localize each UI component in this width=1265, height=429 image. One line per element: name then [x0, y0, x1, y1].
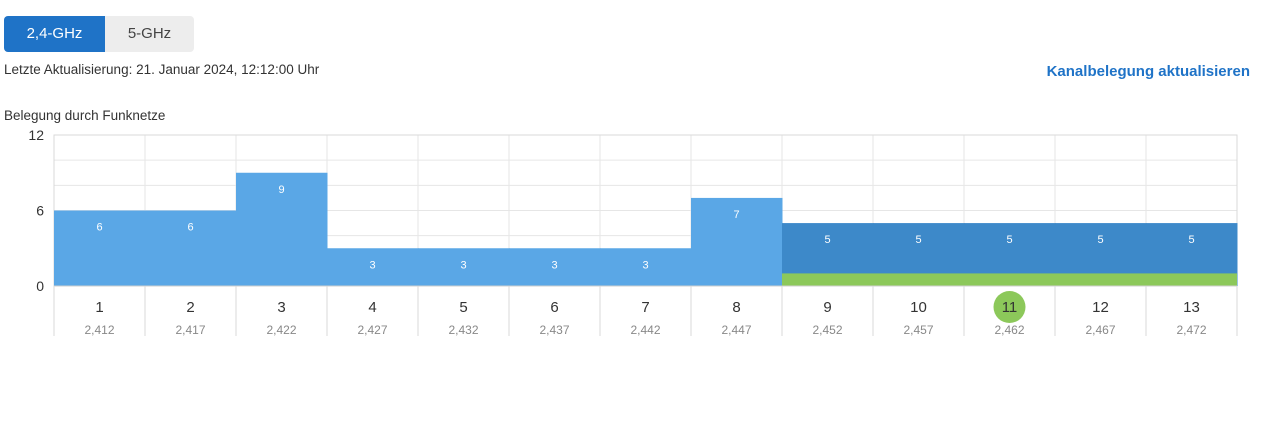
y-tick-label: 0 — [36, 278, 44, 294]
bar-value-label: 5 — [915, 234, 921, 246]
x-tick-label: 4 — [368, 299, 376, 316]
x-tick-frequency-label: 2,442 — [630, 323, 660, 337]
x-tick-label: 1 — [95, 299, 103, 316]
x-tick-label: 8 — [732, 299, 740, 316]
bar-value-label: 5 — [1097, 234, 1103, 246]
bar-value-label: 7 — [733, 209, 739, 221]
selected-channel-marker — [993, 291, 1026, 323]
x-tick-frequency-label: 2,427 — [357, 323, 387, 337]
bar-channel-3 — [236, 172, 328, 286]
x-tick-label: 12 — [1092, 299, 1109, 316]
x-tick-frequency-label: 2,447 — [721, 323, 751, 337]
refresh-channel-usage-link[interactable]: Kanalbelegung aktualisieren — [1046, 63, 1250, 80]
x-tick-label: 2 — [186, 299, 194, 316]
bar-value-label: 9 — [278, 184, 284, 196]
tab-2-4-ghz[interactable]: 2,4-GHz — [4, 16, 105, 52]
chart-title: Belegung durch Funknetze — [4, 108, 166, 123]
x-tick-frequency-label: 2,467 — [1085, 323, 1115, 337]
last-update-text: Letzte Aktualisierung: 21. Januar 2024, … — [4, 62, 320, 77]
bar-channel-7 — [600, 248, 692, 286]
bar-value-label: 5 — [1006, 234, 1012, 246]
x-tick-label: 7 — [641, 299, 649, 316]
bar-channel-5 — [418, 248, 510, 286]
x-tick-frequency-label: 2,457 — [903, 323, 933, 337]
bar-channel-2 — [145, 210, 237, 286]
bar-value-label: 3 — [551, 259, 557, 271]
x-tick-label: 6 — [550, 299, 558, 316]
x-tick-frequency-label: 2,417 — [175, 323, 205, 337]
x-tick-frequency-label: 2,432 — [448, 323, 478, 337]
x-tick-frequency-label: 2,462 — [994, 323, 1024, 337]
x-tick-frequency-label: 2,452 — [812, 323, 842, 337]
x-tick-label: 5 — [459, 299, 467, 316]
bar-value-label: 5 — [1188, 234, 1194, 246]
bar-value-label: 5 — [824, 234, 830, 246]
bar-value-label: 6 — [96, 222, 102, 234]
x-tick-frequency-label: 2,412 — [84, 323, 114, 337]
x-tick-frequency-label: 2,422 — [266, 323, 296, 337]
own-network-band — [782, 273, 1237, 286]
x-tick-frequency-label: 2,472 — [1176, 323, 1206, 337]
x-tick-frequency-label: 2,437 — [539, 323, 569, 337]
bar-channel-4 — [327, 248, 419, 286]
x-tick-label: 11 — [1002, 299, 1018, 316]
x-tick-label: 10 — [910, 299, 927, 316]
bar-channel-8 — [691, 197, 783, 286]
band-tabs: 2,4-GHz 5-GHz — [4, 16, 194, 52]
bar-value-label: 3 — [642, 259, 648, 271]
y-tick-label: 6 — [36, 203, 44, 219]
bar-value-label: 3 — [369, 259, 375, 271]
y-tick-label: 12 — [28, 127, 44, 143]
bar-channel-6 — [509, 248, 601, 286]
bar-value-label: 3 — [460, 259, 466, 271]
tab-5-ghz[interactable]: 5-GHz — [105, 16, 194, 52]
x-tick-label: 3 — [277, 299, 285, 316]
x-tick-label: 9 — [823, 299, 831, 316]
bar-channel-1 — [54, 210, 146, 286]
x-tick-label: 13 — [1183, 299, 1200, 316]
bar-value-label: 6 — [187, 222, 193, 234]
